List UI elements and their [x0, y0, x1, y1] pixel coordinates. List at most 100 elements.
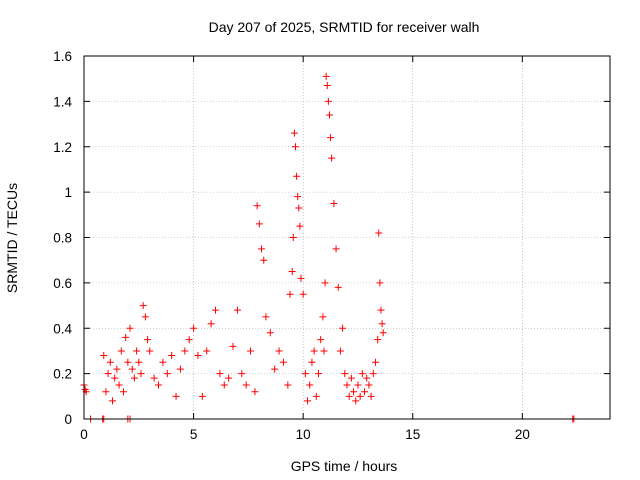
data-point	[258, 245, 266, 253]
data-point	[194, 351, 202, 359]
data-point	[225, 374, 233, 382]
data-point	[375, 229, 383, 237]
data-point	[354, 381, 362, 389]
data-point	[155, 381, 163, 389]
y-axis-label: SRMTID / TECUs	[4, 183, 20, 293]
data-point	[220, 381, 228, 389]
data-points	[80, 72, 578, 423]
data-point	[294, 193, 302, 201]
data-point	[190, 324, 198, 332]
data-point	[100, 351, 108, 359]
data-point	[115, 381, 123, 389]
data-point	[133, 347, 141, 355]
data-point	[327, 134, 335, 142]
data-point	[363, 374, 371, 382]
data-point	[233, 306, 241, 314]
data-point	[379, 329, 387, 337]
data-point	[330, 199, 338, 207]
data-point	[310, 347, 318, 355]
data-point	[104, 370, 112, 378]
data-point	[150, 374, 158, 382]
data-point	[203, 347, 211, 355]
data-point	[144, 336, 152, 344]
data-point	[271, 365, 279, 373]
data-point	[238, 370, 246, 378]
data-point	[212, 306, 219, 314]
x-tick-label: 20	[515, 427, 530, 442]
y-tick-label: 0.6	[53, 276, 72, 291]
data-point	[321, 279, 329, 287]
data-point	[304, 397, 312, 405]
data-point	[343, 381, 351, 389]
data-point	[113, 365, 121, 373]
x-tick-label: 15	[405, 427, 420, 442]
data-point	[350, 388, 358, 396]
data-point	[106, 358, 114, 366]
data-point	[266, 329, 274, 337]
data-point	[102, 388, 110, 396]
data-point	[251, 388, 259, 396]
data-point	[356, 392, 364, 400]
data-point	[168, 351, 176, 359]
y-tick-label: 1.2	[53, 140, 72, 155]
chart-title: Day 207 of 2025, SRMTID for receiver wal…	[209, 19, 480, 35]
data-point	[341, 370, 349, 378]
data-point	[185, 336, 193, 344]
y-tick-label: 1.4	[53, 94, 72, 109]
data-point	[365, 381, 373, 389]
x-axis-label: GPS time / hours	[291, 458, 398, 474]
data-point	[293, 172, 301, 180]
data-point	[137, 370, 145, 378]
data-point	[347, 374, 355, 382]
data-point	[139, 302, 147, 310]
data-point	[279, 358, 287, 366]
data-point	[339, 324, 347, 332]
data-point	[130, 374, 138, 382]
data-point	[288, 268, 296, 276]
data-point	[371, 358, 379, 366]
data-point	[319, 313, 327, 321]
data-point	[323, 81, 331, 89]
y-tick-label: 0	[64, 412, 72, 427]
y-tick-label: 1.6	[53, 49, 72, 64]
data-point	[135, 358, 143, 366]
data-point	[262, 313, 270, 321]
data-point	[320, 347, 328, 355]
y-tick-label: 0.2	[53, 367, 72, 382]
data-point	[301, 370, 309, 378]
data-point	[295, 204, 303, 212]
data-point	[297, 274, 305, 282]
y-tick-label: 1	[64, 185, 72, 200]
data-point	[334, 283, 342, 291]
data-point	[253, 202, 261, 210]
data-point	[117, 347, 125, 355]
data-point	[369, 370, 377, 378]
data-point	[377, 306, 385, 314]
data-point	[308, 358, 316, 366]
data-point	[289, 234, 297, 241]
data-point	[336, 347, 344, 355]
data-point	[141, 313, 149, 321]
data-point	[374, 336, 382, 344]
data-point	[291, 143, 299, 151]
data-point	[124, 358, 132, 366]
data-point	[315, 370, 323, 378]
data-point	[361, 388, 369, 396]
data-point	[216, 370, 224, 378]
data-point	[324, 97, 332, 105]
x-tick-label: 0	[80, 427, 88, 442]
data-point	[247, 347, 255, 355]
data-point	[332, 245, 340, 253]
data-point	[317, 336, 325, 344]
data-point	[111, 374, 119, 382]
data-point	[172, 392, 180, 400]
data-point	[260, 256, 268, 264]
data-point	[376, 279, 384, 287]
data-point	[345, 392, 353, 400]
data-point	[322, 72, 330, 80]
data-point	[255, 220, 263, 228]
y-tick-label: 0.8	[53, 231, 72, 246]
data-point	[328, 154, 336, 162]
data-point	[229, 342, 237, 350]
